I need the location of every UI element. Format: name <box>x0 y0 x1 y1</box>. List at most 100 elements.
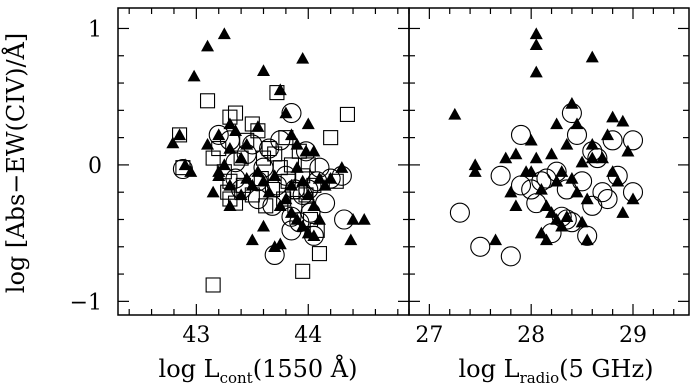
triangle-point <box>273 199 287 212</box>
triangle-point <box>312 212 326 225</box>
triangle-point <box>178 158 192 171</box>
triangle-point <box>575 215 589 228</box>
triangle-point <box>529 151 543 164</box>
square-point <box>300 157 316 173</box>
triangle-point <box>560 137 574 150</box>
triangle-point <box>245 178 259 191</box>
circle-point <box>490 165 511 186</box>
triangle-point <box>296 174 310 187</box>
triangle-point <box>268 169 282 182</box>
circle-point <box>208 124 229 145</box>
triangle-point <box>251 165 265 177</box>
triangle-point <box>296 219 310 232</box>
y-tick-label: 1 <box>88 17 102 42</box>
square-point <box>258 198 274 214</box>
triangle-point <box>606 165 620 177</box>
triangle-point <box>616 206 630 218</box>
circle-point <box>281 103 302 124</box>
circle-point <box>270 130 291 151</box>
triangle-point <box>301 188 315 201</box>
triangle-point <box>301 117 315 130</box>
triangle-point <box>217 27 231 40</box>
triangle-point <box>539 199 553 212</box>
triangle-point <box>621 144 635 157</box>
triangle-point <box>279 192 293 205</box>
triangle-point <box>290 212 304 225</box>
circle-point <box>259 138 280 159</box>
circle-point <box>592 182 613 203</box>
triangle-point <box>201 137 215 150</box>
triangle-point <box>585 50 599 63</box>
triangle-point <box>550 117 564 130</box>
triangle-point <box>284 178 298 191</box>
square-point <box>339 106 355 122</box>
circle-point <box>242 134 263 155</box>
triangle-point <box>251 120 265 132</box>
triangle-point <box>307 199 321 212</box>
triangle-point <box>217 158 231 171</box>
right-x-tick-label: 27 <box>415 323 443 348</box>
triangle-point <box>206 185 220 198</box>
triangle-point <box>611 174 625 187</box>
triangle-point <box>223 199 237 212</box>
triangle-point <box>187 69 201 82</box>
square-point <box>205 150 221 166</box>
left-x-tick-label: 44 <box>294 323 322 348</box>
triangle-point <box>534 226 548 239</box>
triangle-point <box>585 137 599 150</box>
triangle-point <box>565 172 579 184</box>
triangle-point <box>296 51 310 64</box>
square-point <box>295 263 311 279</box>
triangle-point <box>534 182 548 195</box>
left-panel-cont-luminosity <box>166 27 371 293</box>
axis-labels: log [Abs−EW(CIV)/Å] log Lcont(1550 Å) lo… <box>1 33 653 387</box>
circle-point <box>449 202 470 223</box>
y-tick-label: −1 <box>70 290 102 315</box>
square-point <box>298 187 314 203</box>
triangle-point <box>616 114 630 127</box>
x-axis-label-right-pre: log L <box>459 355 520 383</box>
triangle-point <box>279 106 293 119</box>
triangle-point <box>580 233 594 246</box>
circle-point <box>582 195 603 216</box>
triangle-point <box>575 155 589 168</box>
triangle-point <box>290 137 304 150</box>
x-axis-label-left-pre: log L <box>159 355 220 383</box>
triangle-point <box>223 178 237 191</box>
triangle-point <box>545 147 559 160</box>
triangle-point <box>240 137 254 150</box>
square-point <box>227 105 244 121</box>
right-x-tick-label: 28 <box>517 323 545 348</box>
left-panel-frame <box>117 7 410 316</box>
triangle-point <box>448 107 462 120</box>
triangle-point <box>504 185 518 198</box>
triangle-point <box>560 210 574 222</box>
square-point <box>311 246 328 262</box>
triangle-point <box>212 165 226 177</box>
triangle-point <box>290 161 304 173</box>
square-point <box>267 146 283 162</box>
triangle-point <box>201 39 215 52</box>
triangle-point <box>223 117 237 130</box>
triangle-point <box>173 128 187 141</box>
triangle-point <box>550 212 564 225</box>
triangle-point <box>346 212 360 225</box>
x-axis-label-left-post: (1550 Å) <box>253 354 358 383</box>
triangle-point <box>509 199 523 212</box>
triangle-point <box>570 117 584 130</box>
square-point <box>172 127 188 143</box>
triangle-point <box>524 133 538 146</box>
triangle-point <box>257 219 270 232</box>
triangle-point <box>245 233 259 246</box>
circle-point <box>470 236 491 257</box>
triangle-point <box>223 142 237 154</box>
axis-ticks: 43 44 1 0 −1 27 28 29 <box>70 8 689 348</box>
triangle-point <box>357 212 371 225</box>
triangle-point <box>468 165 482 177</box>
triangle-point <box>273 83 287 96</box>
triangle-point <box>565 97 579 109</box>
triangle-point <box>580 192 594 205</box>
triangle-point <box>595 151 609 164</box>
